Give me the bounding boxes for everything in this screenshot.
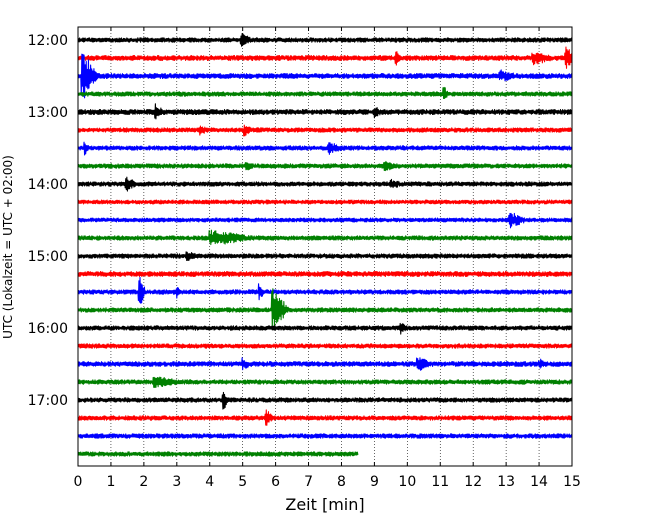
seismic-trace-1615 [77, 343, 573, 349]
x-tick-label: 11 [431, 474, 449, 490]
trace-layer [77, 33, 573, 457]
x-axis-label: Zeit [min] [285, 495, 364, 514]
seismic-trace-1400 [77, 176, 573, 192]
y-tick-label: 16:00 [28, 321, 68, 337]
y-tick-label: 15:00 [28, 249, 68, 265]
x-tick-label: 1 [106, 474, 115, 490]
seismic-trace-1230 [77, 53, 573, 99]
x-tick-label: 8 [337, 474, 346, 490]
seismic-trace-1645 [77, 376, 573, 388]
x-tick-label: 12 [464, 474, 482, 490]
x-tick-label: 14 [530, 474, 548, 490]
x-tick-label: 9 [370, 474, 379, 490]
seismic-trace-1430 [77, 212, 573, 229]
x-tick-label: 4 [205, 474, 214, 490]
x-tick-label: 7 [304, 474, 313, 490]
x-tick-label: 10 [398, 474, 416, 490]
plot-frame [77, 26, 573, 467]
x-tick-label: 0 [74, 474, 83, 490]
x-axis-ticks: 0 1 2 3 4 5 6 7 8 9 10 11 12 13 14 15 [74, 27, 581, 490]
x-tick-label: 2 [139, 474, 148, 490]
seismic-trace-1700 [77, 391, 573, 410]
seismic-trace-1315 [77, 124, 573, 137]
y-tick-label: 13:00 [28, 105, 68, 121]
seismic-trace-1630 [77, 357, 573, 371]
seismic-trace-1500 [77, 251, 573, 261]
seismic-trace-1530 [77, 276, 573, 304]
grid-layer [110, 27, 540, 466]
seismic-trace-1545 [77, 288, 573, 331]
y-tick-label: 12:00 [28, 33, 68, 49]
seismic-trace-1300 [77, 103, 573, 120]
seismic-trace-1730 [77, 433, 573, 439]
y-tick-label: 17:00 [28, 393, 68, 409]
x-tick-label: 6 [271, 474, 280, 490]
seismic-trace-1215 [77, 46, 573, 69]
y-tick-label: 14:00 [28, 177, 68, 193]
y-axis-ticks: 12:00 13:00 14:00 15:00 16:00 17:00 [28, 33, 572, 409]
x-tick-label: 5 [238, 474, 247, 490]
seismic-trace-1600 [77, 322, 573, 335]
seismic-trace-1330 [77, 141, 573, 156]
seismic-trace-1245 [77, 86, 573, 100]
seismic-trace-1415 [77, 199, 573, 205]
seismic-trace-1515 [77, 270, 573, 278]
x-tick-label: 3 [172, 474, 181, 490]
seismic-trace-1715 [77, 409, 573, 426]
y-axis-label: UTC (Lokalzeit = UTC + 02:00) [1, 155, 15, 339]
x-tick-label: 13 [497, 474, 515, 490]
seismic-trace-1345 [77, 160, 573, 172]
seismic-trace-1200 [77, 33, 573, 47]
x-tick-label: 15 [563, 474, 581, 490]
seismic-trace-1445 [77, 229, 573, 246]
seismic-trace-1745 [77, 451, 359, 457]
